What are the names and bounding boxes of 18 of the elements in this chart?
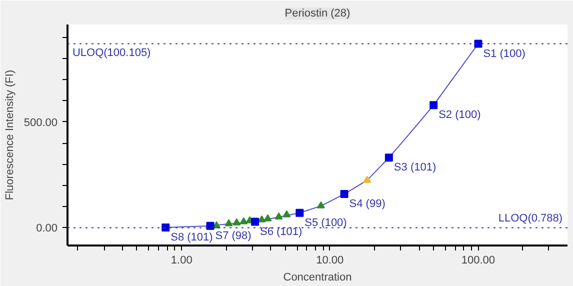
ref-line-label: LLOQ(0.788) bbox=[498, 212, 563, 225]
x-tick-label: 10.00 bbox=[316, 254, 344, 266]
chart-title: Periostin (28) bbox=[284, 8, 350, 20]
x-tick-label: 1.00 bbox=[170, 254, 192, 266]
ref-line-label: ULOQ(100.105) bbox=[72, 46, 151, 59]
data-label: S6 (101) bbox=[260, 226, 302, 238]
x-axis-title: Concentration bbox=[283, 272, 352, 284]
data-label: S3 (101) bbox=[394, 162, 436, 174]
y-tick-label: 500.00 bbox=[24, 116, 58, 129]
data-label: S4 (99) bbox=[349, 198, 386, 210]
y-axis-title: Fluorescence Intensity (FI) bbox=[4, 70, 16, 200]
data-label: S7 (98) bbox=[215, 230, 252, 242]
x-tick-label: 100.00 bbox=[461, 254, 496, 266]
y-tick-label: 0.00 bbox=[36, 222, 58, 235]
data-label: S2 (100) bbox=[438, 109, 481, 122]
data-label: S8 (101) bbox=[170, 232, 213, 244]
data-label: S5 (100) bbox=[304, 216, 347, 229]
data-label: S1 (100) bbox=[483, 48, 526, 60]
